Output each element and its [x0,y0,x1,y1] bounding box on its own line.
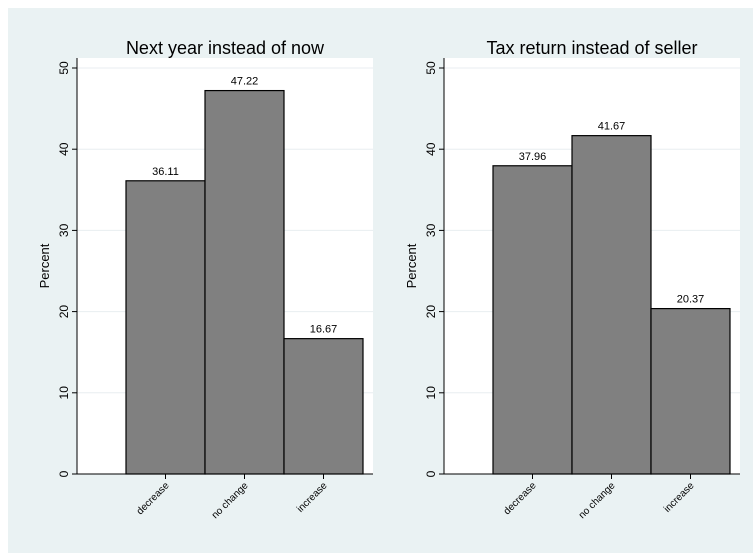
x-tick-label: no change [577,480,618,521]
bars [125,89,364,475]
x-tick-label: increase [295,480,330,515]
y-tick-label: 20 [57,305,71,319]
data-label: 37.96 [519,151,547,163]
data-labels: 36.11 47.22 16.67 [152,76,337,336]
y-tick-label: 50 [57,61,71,75]
x-tick-labels: decrease no change increase [135,474,330,521]
x-tick-label: decrease [502,480,539,517]
bar-increase [650,307,731,475]
bar-increase [283,338,364,475]
bar-decrease [125,180,206,475]
y-tick-label: 30 [57,223,71,237]
chart-next-year: 0 10 20 30 40 50 36.11 47.22 16.67 decrease no c… [37,38,373,521]
y-tick-label: 50 [424,61,438,75]
chart-title: Tax return instead of seller [486,38,697,58]
x-tick-label: decrease [135,480,172,517]
y-axis-label: Percent [404,243,419,288]
y-axis-label: Percent [37,243,52,288]
bar-no-change [571,135,652,475]
y-tick-label: 30 [424,223,438,237]
data-label: 36.11 [152,166,179,178]
x-tick-labels: decrease no change increase [502,474,697,521]
y-ticks: 0 10 20 30 40 50 [57,61,77,477]
x-tick-label: increase [662,480,697,515]
data-label: 20.37 [677,294,705,306]
y-tick-label: 20 [424,305,438,319]
data-label: 47.22 [231,76,259,88]
data-labels: 37.96 41.67 20.37 [519,121,705,306]
x-tick-label: no change [210,480,251,521]
y-tick-label: 0 [424,470,438,477]
y-tick-label: 40 [57,142,71,156]
y-ticks: 0 10 20 30 40 50 [424,61,444,477]
data-label: 16.67 [310,324,338,336]
chart-title: Next year instead of now [126,38,325,58]
bars [492,135,731,475]
y-tick-label: 10 [424,386,438,400]
bar-decrease [492,165,573,475]
data-label: 41.67 [598,121,626,133]
y-tick-label: 10 [57,386,71,400]
chart-tax-return: 0 10 20 30 40 50 37.96 41.67 20.37 decrease no c… [404,38,740,521]
y-tick-label: 40 [424,142,438,156]
bar-no-change [204,89,285,475]
y-tick-label: 0 [57,470,71,477]
